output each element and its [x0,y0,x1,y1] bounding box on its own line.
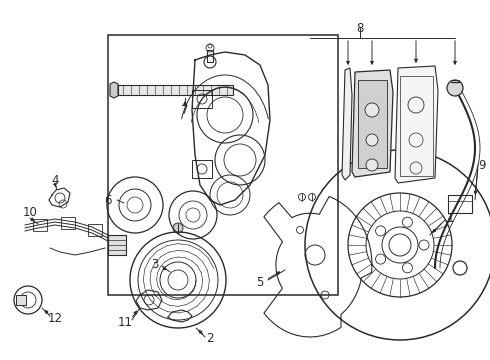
Bar [33,219,47,231]
Text: 4: 4 [51,174,59,186]
Text: 2: 2 [206,332,214,345]
Text: 3: 3 [151,258,159,271]
Bar [358,80,387,168]
Text: 6: 6 [104,194,112,207]
Circle shape [365,103,379,117]
Polygon shape [395,66,438,183]
Bar [207,50,213,62]
Bar [61,217,75,229]
Text: 12: 12 [48,311,63,324]
Circle shape [366,134,378,146]
Bar [118,85,233,95]
Text: 10: 10 [23,206,37,219]
Text: 1: 1 [446,212,454,225]
Bar [192,160,212,178]
Polygon shape [342,68,352,180]
Bar [108,235,126,255]
Polygon shape [110,82,118,98]
Text: 11: 11 [118,315,132,328]
Bar [108,35,338,295]
Text: 7: 7 [181,104,189,117]
Bar [88,224,102,236]
Text: 8: 8 [356,22,364,35]
Bar [400,76,433,176]
Circle shape [366,159,378,171]
Polygon shape [352,70,393,177]
Circle shape [447,80,463,96]
Bar [192,90,212,108]
Text: 9: 9 [478,158,486,171]
Text: 5: 5 [256,275,264,288]
Bar [448,195,472,213]
Bar [16,295,26,305]
